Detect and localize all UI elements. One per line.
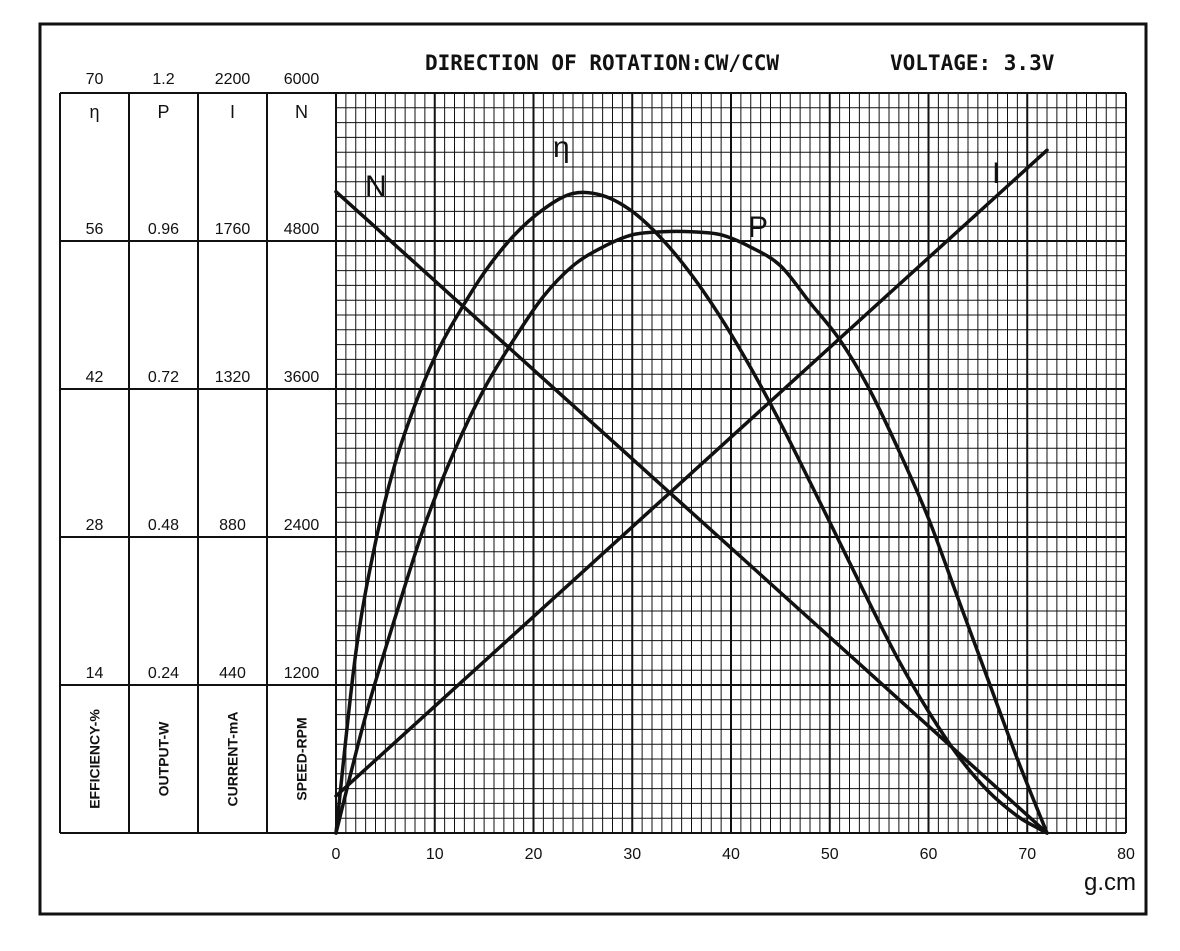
axis-tick-label: 0.24 xyxy=(148,665,179,682)
axis-labels: 0 10 20 30 40 50 60 70 80 g.cm xyxy=(332,846,1136,896)
x-tick-label: 80 xyxy=(1117,846,1135,863)
axis-tick-label: 2200 xyxy=(215,71,251,88)
axis-symbol: η xyxy=(89,102,99,122)
axis-tick-label: 440 xyxy=(219,665,246,682)
series-label-P: P xyxy=(748,211,768,244)
axis-name: SPEED-RPM xyxy=(294,717,310,800)
series-line-I xyxy=(334,148,1049,798)
series-line-P xyxy=(334,229,1049,835)
series-line-N xyxy=(334,189,1049,835)
axis-name: EFFICIENCY-% xyxy=(87,709,103,809)
voltage-title: VOLTAGE: 3.3V xyxy=(890,51,1055,75)
plot-grid xyxy=(335,92,1127,834)
x-tick-label: 30 xyxy=(623,846,641,863)
x-tick-label: 20 xyxy=(525,846,543,863)
axis-tick-label: 1200 xyxy=(284,665,320,682)
axis-tick-label: 2400 xyxy=(284,517,320,534)
axis-tick-label: 3600 xyxy=(284,369,320,386)
left-axis-table: 70 56 42 28 14 η EFFICIENCY-% 1.2 0.96 0.72 0.48 0.… xyxy=(59,71,337,834)
series-label-N: N xyxy=(365,170,387,203)
series-label-η: η xyxy=(553,131,570,164)
axis-tick-label: 0.96 xyxy=(148,221,179,238)
axis-tick-label: 1.2 xyxy=(152,71,174,88)
axis-symbol: P xyxy=(157,102,169,122)
axis-tick-label: 6000 xyxy=(284,71,320,88)
axis-tick-label: 0.72 xyxy=(148,369,179,386)
x-tick-label: 0 xyxy=(332,846,341,863)
axis-tick-label: 42 xyxy=(86,369,104,386)
axis-tick-label: 28 xyxy=(86,517,104,534)
series-label-I: I xyxy=(992,157,1000,190)
x-tick-label: 70 xyxy=(1018,846,1036,863)
rotation-title: DIRECTION OF ROTATION:CW/CCW xyxy=(425,51,779,75)
axis-tick-label: 4800 xyxy=(284,221,320,238)
curves: N Iη P xyxy=(334,131,1049,835)
axis-name: CURRENT-mA xyxy=(225,712,241,807)
axis-symbol: N xyxy=(295,102,308,122)
outer-frame xyxy=(38,22,1148,916)
x-unit-label: g.cm xyxy=(1084,869,1136,896)
x-tick-label: 50 xyxy=(821,846,839,863)
axis-tick-label: 56 xyxy=(86,221,104,238)
axis-tick-label: 1320 xyxy=(215,369,251,386)
axis-symbol: I xyxy=(230,102,235,122)
axis-tick-label: 880 xyxy=(219,517,246,534)
axis-tick-label: 1760 xyxy=(215,221,251,238)
series-line-η xyxy=(334,190,1049,835)
axis-tick-label: 0.48 xyxy=(148,517,179,534)
x-tick-label: 60 xyxy=(920,846,938,863)
x-tick-label: 10 xyxy=(426,846,444,863)
axis-tick-label: 14 xyxy=(86,665,104,682)
axis-tick-label: 70 xyxy=(86,71,104,88)
x-tick-label: 40 xyxy=(722,846,740,863)
axis-name: OUTPUT-W xyxy=(156,721,172,796)
